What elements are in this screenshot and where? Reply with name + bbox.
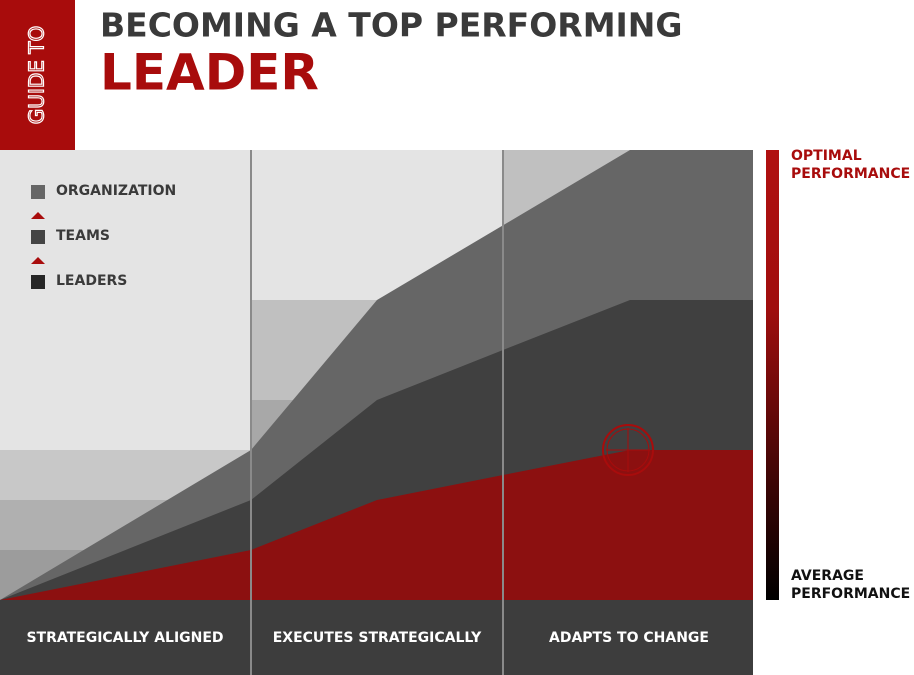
leaders-area [0, 450, 753, 600]
legend-label: ORGANIZATION [56, 183, 176, 199]
footer-bar [0, 600, 753, 675]
legend-swatch [31, 230, 45, 244]
target-icon [602, 424, 654, 476]
legend-arrow [31, 212, 45, 219]
legend-label: TEAMS [56, 228, 110, 244]
column-label: ADAPTS TO CHANGE [549, 630, 709, 646]
legend-arrow [31, 257, 45, 264]
performance-scale [766, 150, 779, 600]
scale-bottom-label: PERFORMANCE [791, 586, 910, 602]
tab [0, 0, 75, 150]
legend-label: LEADERS [56, 273, 127, 289]
legend-swatch [31, 275, 45, 289]
tab-text: GUIDE TO [25, 26, 49, 124]
tab-corner [75, 0, 86, 12]
column-label: STRATEGICALLY ALIGNED [26, 630, 223, 646]
scale-bottom-label: AVERAGE [791, 568, 864, 584]
scale-top-label: OPTIMAL [791, 148, 862, 164]
subtitle: LEADER [100, 44, 319, 102]
legend-swatch [31, 185, 45, 199]
column-label: EXECUTES STRATEGICALLY [273, 630, 482, 646]
scale-top-label: PERFORMANCE [791, 166, 910, 182]
title: BECOMING A TOP PERFORMING [100, 6, 683, 45]
